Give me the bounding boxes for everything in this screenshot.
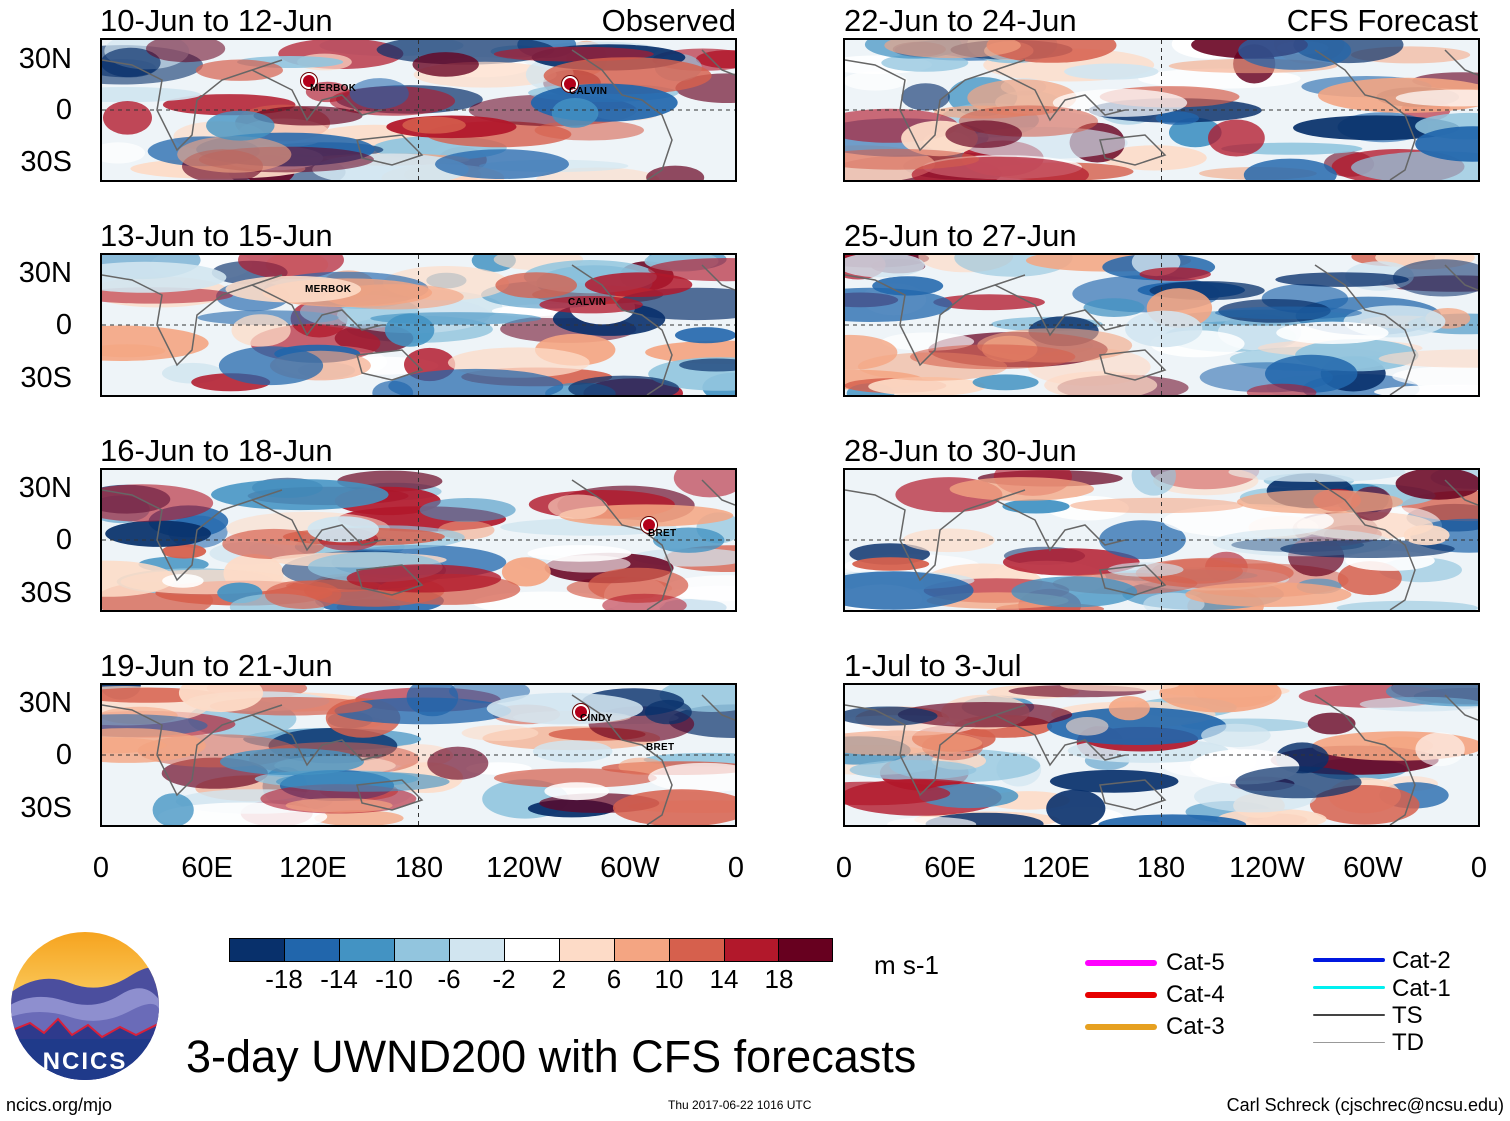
colorbar-cell [395, 939, 450, 961]
storm-label-merbok: MERBOK [305, 284, 352, 295]
colorbar-label: 18 [764, 964, 794, 994]
colorbar-cell [725, 939, 779, 961]
legend-label-cat5: Cat-5 [1166, 949, 1225, 976]
colorbar-label: 10 [654, 964, 684, 994]
colorbar-cell [285, 939, 340, 961]
legend-label-td: TD [1392, 1029, 1424, 1056]
colorbar-label: -6 [437, 964, 461, 994]
legend-line-cat2 [1313, 958, 1385, 962]
colorbar-cell [779, 939, 832, 961]
colorbar [229, 938, 833, 962]
colorbar-label: 14 [709, 964, 739, 994]
lon-label-0-end: 0 [1470, 852, 1488, 884]
lon-label-120w: 120W [486, 852, 562, 884]
lat-label-30s: 30S [20, 792, 72, 824]
footer-timestamp: Thu 2017-06-22 1016 UTC [668, 1098, 812, 1112]
legend-label-cat1: Cat-1 [1392, 975, 1451, 1002]
colorbar-cell [670, 939, 725, 961]
colorbar-cell [450, 939, 505, 961]
legend-label-ts: TS [1392, 1002, 1423, 1029]
lat-label-30n: 30N [18, 687, 72, 719]
map-panel-5 [843, 38, 1480, 182]
colorbar-label: -10 [375, 964, 413, 994]
lat-label-30n: 30N [18, 472, 72, 504]
storm-label-calvin: CALVIN [569, 86, 608, 97]
legend-line-cat3 [1085, 1024, 1157, 1030]
legend-line-cat4 [1085, 992, 1157, 998]
main-title: 3-day UWND200 with CFS forecasts [186, 1031, 917, 1082]
panel-title-4: 19-Jun to 21-Jun [100, 648, 333, 683]
colorbar-label: 2 [551, 964, 567, 994]
storm-label-merbok: MERBOK [310, 83, 357, 94]
lon-label-120e: 120E [279, 852, 347, 884]
legend-line-cat5 [1085, 960, 1157, 966]
lon-label-60e: 60E [181, 852, 233, 884]
colorbar-label: -2 [492, 964, 516, 994]
observed-label: Observed [601, 3, 736, 38]
legend-line-ts [1313, 1014, 1385, 1016]
legend-label-cat3: Cat-3 [1166, 1013, 1225, 1040]
storm-marker-calvin [562, 76, 578, 92]
lon-label-60w: 60W [1343, 852, 1403, 884]
lat-label-0: 0 [55, 524, 72, 556]
ncics-logo: NCICS [10, 931, 160, 1081]
colorbar-cell [505, 939, 560, 961]
legend-label-cat2: Cat-2 [1392, 947, 1451, 974]
storm-marker-cindy [573, 704, 589, 720]
lon-label-60w: 60W [600, 852, 660, 884]
map-panel-7 [843, 468, 1480, 612]
lon-label-0: 0 [835, 852, 853, 884]
footer-link[interactable]: ncics.org/mjo [6, 1095, 113, 1115]
panel-title-5: 22-Jun to 24-Jun [844, 3, 1077, 38]
lon-label-120w: 120W [1229, 852, 1305, 884]
map-panel-1 [100, 38, 737, 182]
map-panel-6 [843, 253, 1480, 397]
cfs-forecast-label: CFS Forecast [1286, 3, 1478, 38]
panel-title-7: 28-Jun to 30-Jun [844, 433, 1077, 468]
lon-label-120e: 120E [1022, 852, 1090, 884]
colorbar-cell [230, 939, 285, 961]
storm-label-cindy: CINDY [580, 713, 613, 724]
lat-label-30s: 30S [20, 362, 72, 394]
colorbar-cell [615, 939, 670, 961]
panel-title-6: 25-Jun to 27-Jun [844, 218, 1077, 253]
colorbar-cell [560, 939, 615, 961]
storm-label-bret: BRET [648, 528, 677, 539]
lat-label-0: 0 [55, 309, 72, 341]
panel-title-2: 13-Jun to 15-Jun [100, 218, 333, 253]
lon-label-0: 0 [92, 852, 110, 884]
lat-label-0: 0 [55, 739, 72, 771]
lat-label-30n: 30N [18, 43, 72, 75]
lat-label-30s: 30S [20, 146, 72, 178]
lon-label-60e: 60E [924, 852, 976, 884]
map-panel-2 [100, 253, 737, 397]
legend-line-td [1313, 1042, 1385, 1043]
colorbar-label: -18 [265, 964, 303, 994]
map-panel-4 [100, 683, 737, 827]
storm-marker-merbok [301, 73, 317, 89]
panel-title-8: 1-Jul to 3-Jul [844, 648, 1022, 683]
lon-label-0-end: 0 [727, 852, 745, 884]
colorbar-label: -14 [320, 964, 358, 994]
storm-label-calvin: CALVIN [568, 297, 607, 308]
lat-label-30s: 30S [20, 577, 72, 609]
panel-title-1: 10-Jun to 12-Jun [100, 3, 333, 38]
map-panel-3 [100, 468, 737, 612]
colorbar-units: m s-1 [874, 950, 939, 980]
storm-marker-bret [641, 517, 657, 533]
lat-label-30n: 30N [18, 257, 72, 289]
legend-line-cat1 [1313, 986, 1385, 989]
colorbar-label: 6 [606, 964, 622, 994]
map-panel-8 [843, 683, 1480, 827]
panel-title-3: 16-Jun to 18-Jun [100, 433, 333, 468]
lon-label-180: 180 [1136, 852, 1186, 884]
storm-label-bret: BRET [646, 742, 675, 753]
logo-text: NCICS [43, 1048, 128, 1075]
lon-label-180: 180 [394, 852, 444, 884]
footer-author: Carl Schreck (cjschrec@ncsu.edu) [1226, 1095, 1504, 1115]
legend-label-cat4: Cat-4 [1166, 981, 1225, 1008]
lat-label-0: 0 [55, 94, 72, 126]
colorbar-cell [340, 939, 395, 961]
